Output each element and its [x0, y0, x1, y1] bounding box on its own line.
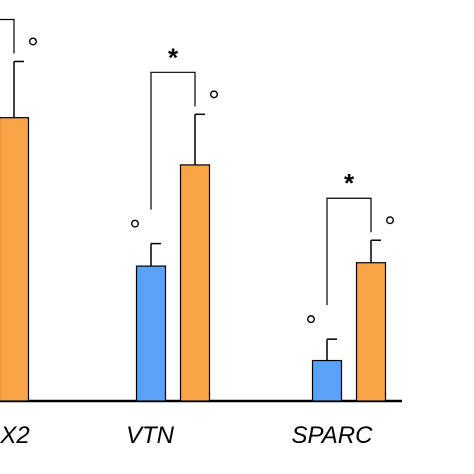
x-tick-label-sparc: SPARC [292, 422, 374, 449]
significance-bracket-x2 [0, 18, 15, 54]
marker-circle-vtn-series1 [209, 90, 218, 99]
bar-sparc-series0 [311, 359, 343, 402]
bar-sparc-series1 [355, 262, 387, 402]
bar-vtn-series1 [179, 164, 211, 402]
x-tick-label-x2: X2 [0, 422, 30, 449]
marker-circle-sparc-series0 [307, 315, 316, 324]
x-tick-label-vtn: VTN [126, 422, 175, 449]
significance-bracket-vtn [150, 71, 196, 210]
marker-circle-vtn-series0 [130, 219, 139, 228]
significance-star-vtn: * [168, 42, 179, 72]
marker-circle-x2-series1 [29, 37, 38, 46]
significance-bracket-sparc [326, 197, 372, 306]
marker-circle-sparc-series1 [386, 216, 395, 225]
bar-x2-series1 [0, 117, 30, 402]
significance-star-sparc: * [344, 168, 355, 198]
bar-vtn-series0 [135, 265, 167, 402]
